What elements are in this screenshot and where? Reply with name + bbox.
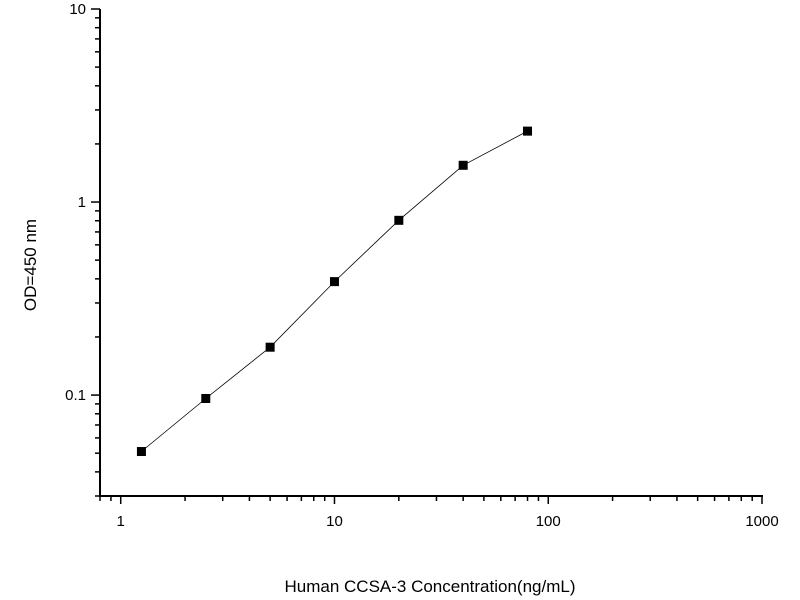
x-tick-label: 10 xyxy=(326,513,343,530)
x-tick-label: 100 xyxy=(536,513,561,530)
y-tick-label: 10 xyxy=(69,1,86,18)
data-point xyxy=(523,126,533,136)
plot-area: 1 10 100 1000 0.1 1 10 xyxy=(65,1,779,530)
y-axis-title: OD=450 nm xyxy=(21,219,40,311)
data-point xyxy=(136,447,146,457)
data-point xyxy=(201,393,211,403)
series-line xyxy=(141,130,528,452)
data-point xyxy=(458,160,468,170)
data-point xyxy=(394,215,404,225)
data-point xyxy=(265,342,275,352)
data-point xyxy=(329,277,339,287)
y-tick-label: 1 xyxy=(78,194,86,211)
x-axis-title: Human CCSA-3 Concentration(ng/mL) xyxy=(284,577,575,596)
x-tick-label: 1 xyxy=(117,513,125,530)
y-tick-label: 0.1 xyxy=(65,387,86,404)
x-tick-label: 1000 xyxy=(745,513,778,530)
